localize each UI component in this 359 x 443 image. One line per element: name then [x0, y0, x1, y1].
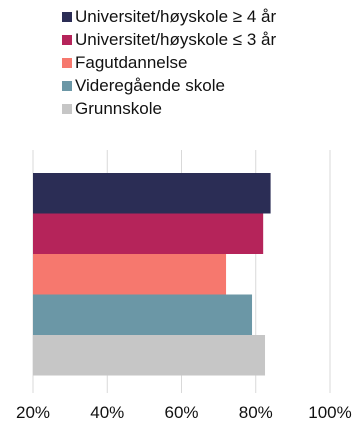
legend-swatch	[62, 58, 72, 68]
legend-label: Videregående skole	[75, 76, 225, 95]
x-tick-label: 100%	[308, 403, 351, 422]
x-tick-label: 20%	[16, 403, 50, 422]
legend-swatch	[62, 35, 72, 45]
legend-label: Grunnskole	[75, 99, 162, 118]
legend-label: Fagutdannelse	[75, 53, 188, 72]
x-tick-label: 80%	[239, 403, 273, 422]
bar	[33, 294, 253, 335]
legend-item: Universitet/høyskole ≤ 3 år	[62, 28, 276, 51]
legend-item: Fagutdannelse	[62, 51, 276, 74]
legend-swatch	[62, 12, 72, 22]
legend-label: Universitet/høyskole ≥ 4 år	[75, 7, 277, 26]
legend-swatch	[62, 104, 72, 114]
x-tick-label: 60%	[164, 403, 198, 422]
bar	[33, 335, 266, 376]
legend-item: Videregående skole	[62, 74, 276, 97]
x-tick-label: 40%	[90, 403, 124, 422]
legend-swatch	[62, 81, 72, 91]
legend-item: Universitet/høyskole ≥ 4 år	[62, 5, 276, 28]
chart-legend: Universitet/høyskole ≥ 4 år Universitet/h…	[62, 5, 276, 120]
bar	[33, 173, 271, 214]
bar	[33, 213, 264, 254]
bar	[33, 254, 227, 295]
legend-item: Grunnskole	[62, 97, 276, 120]
legend-label: Universitet/høyskole ≤ 3 år	[75, 30, 277, 49]
